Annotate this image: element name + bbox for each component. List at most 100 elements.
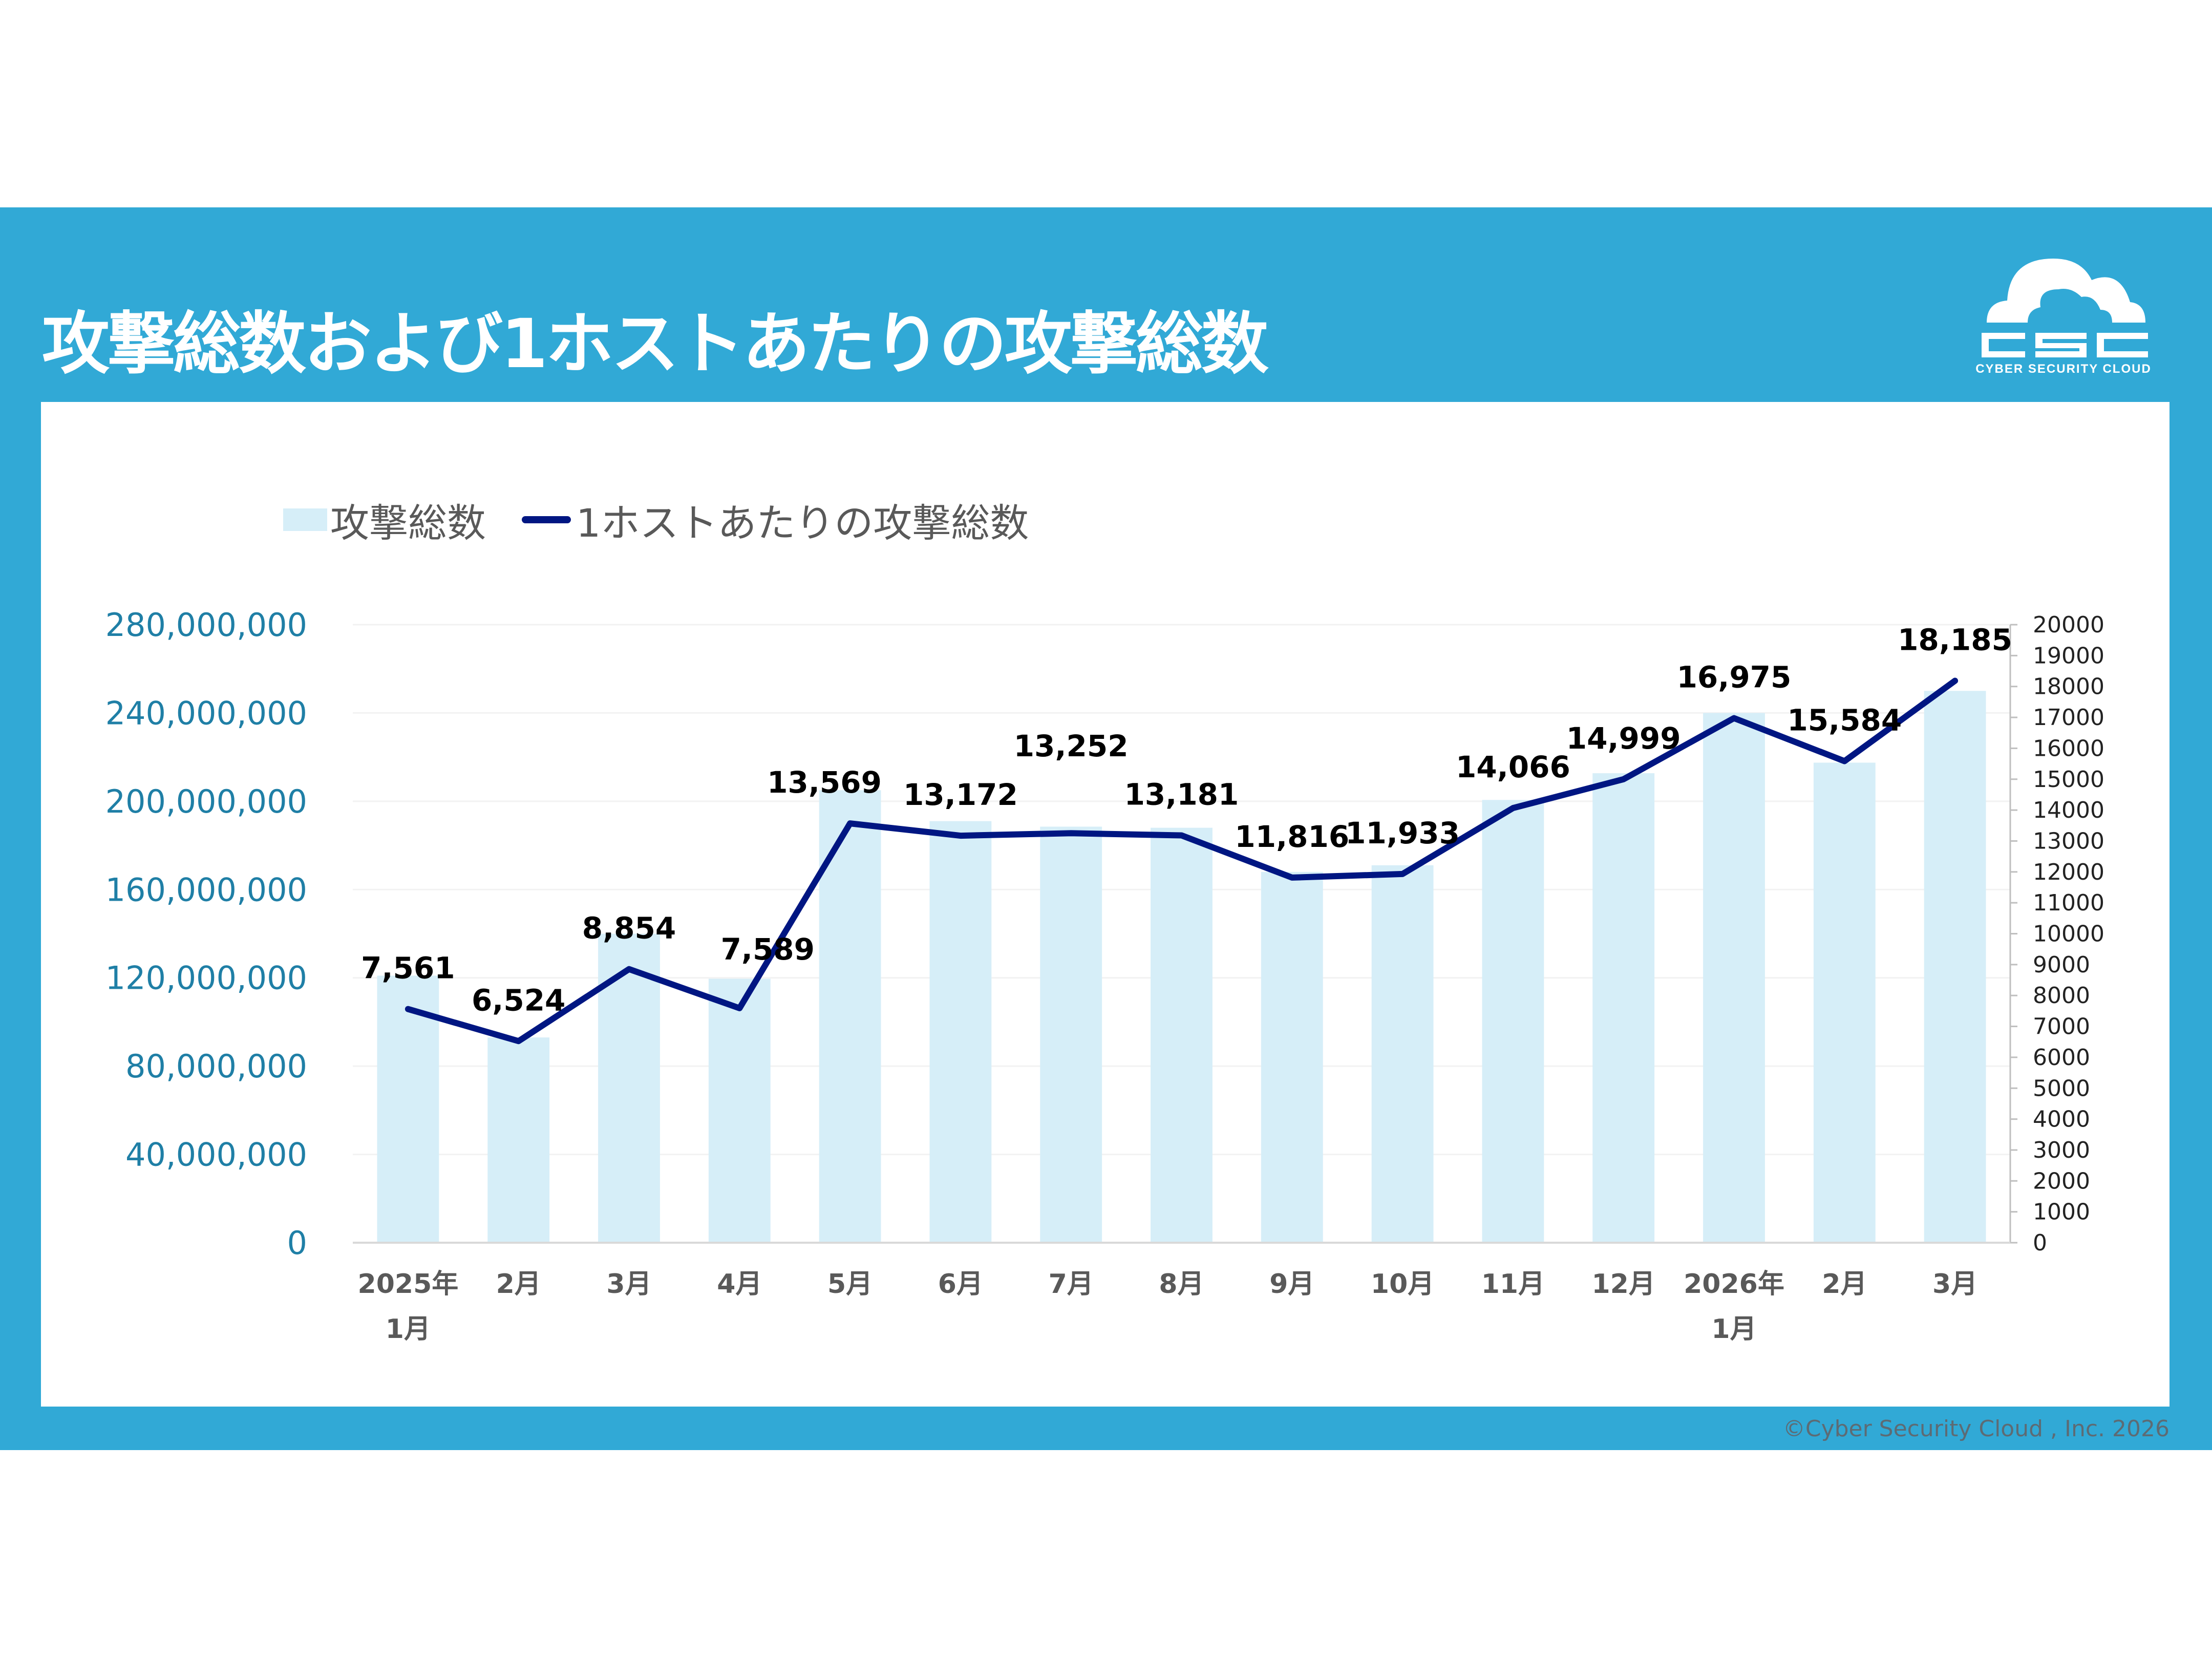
- x-axis-tick-label: 11月: [1481, 1269, 1545, 1300]
- line-point: [1954, 680, 1956, 682]
- right-axis-tick-label: 6000: [2033, 1045, 2090, 1071]
- data-label: 11,933: [1345, 816, 1460, 850]
- right-axis-tick-label: 5000: [2033, 1075, 2090, 1101]
- right-axis-tick-label: 8000: [2033, 983, 2090, 1009]
- left-axis-tick-label: 280,000,000: [105, 606, 307, 644]
- bar: [487, 1037, 550, 1243]
- x-axis-tick-label: 4月: [717, 1269, 762, 1300]
- bar: [1261, 871, 1323, 1243]
- x-axis-tick-label: 1月: [1711, 1314, 1756, 1345]
- bar: [1482, 800, 1544, 1243]
- right-axis-tick-label: 15000: [2033, 767, 2104, 793]
- x-axis-tick-label: 2025年: [358, 1269, 459, 1300]
- data-label: 16,975: [1677, 660, 1792, 695]
- right-axis-tick-label: 20000: [2033, 612, 2104, 638]
- x-axis-tick-label: 6月: [938, 1269, 983, 1300]
- data-label: 15,584: [1787, 703, 1902, 738]
- line-point: [1844, 760, 1845, 762]
- left-axis-tick-label: 0: [287, 1224, 307, 1262]
- x-axis-tick-label: 3月: [606, 1269, 651, 1300]
- line-point: [518, 1040, 519, 1042]
- right-axis-tick-label: 7000: [2033, 1014, 2090, 1040]
- data-label: 13,252: [1014, 729, 1129, 763]
- logo-tagline: CYBER SECURITY CLOUD: [1975, 362, 2152, 376]
- data-label: 13,569: [767, 765, 882, 800]
- bar: [1151, 827, 1213, 1243]
- bar: [377, 975, 439, 1243]
- x-axis-tick-label: 12月: [1592, 1269, 1655, 1300]
- line-point: [1623, 778, 1624, 780]
- bar: [708, 979, 771, 1243]
- line-point: [628, 968, 630, 970]
- bar: [1703, 713, 1765, 1243]
- bar: [1813, 762, 1876, 1243]
- x-axis-tick-label: 7月: [1049, 1269, 1094, 1300]
- line-point: [1181, 835, 1182, 836]
- x-axis-tick-label: 10月: [1371, 1269, 1434, 1300]
- data-label: 6,524: [472, 983, 565, 1017]
- data-label: 13,181: [1124, 777, 1239, 812]
- line-point: [1070, 833, 1072, 834]
- cloud-logo-icon: [1982, 259, 2148, 357]
- right-axis-tick-label: 19000: [2033, 643, 2104, 669]
- right-axis-tick-label: 9000: [2033, 952, 2090, 978]
- bar: [1592, 773, 1655, 1243]
- page-title: 攻撃総数および1ホストあたりの攻撃総数: [42, 305, 1269, 384]
- legend-label-line: 1ホストあたりの攻撃総数: [576, 500, 1029, 546]
- right-axis-tick-label: 12000: [2033, 859, 2104, 885]
- x-axis-tick-label: 2026年: [1684, 1269, 1784, 1300]
- left-axis-tick-label: 40,000,000: [125, 1136, 307, 1174]
- line-point: [1512, 807, 1514, 809]
- bar: [1371, 865, 1434, 1243]
- right-axis-tick-label: 14000: [2033, 797, 2104, 823]
- x-axis-tick-label: 1月: [386, 1314, 431, 1345]
- right-axis-tick-label: 1000: [2033, 1199, 2090, 1225]
- data-label: 14,999: [1566, 721, 1681, 756]
- legend-line-swatch: [522, 516, 571, 523]
- right-axis-tick-label: 2000: [2033, 1168, 2090, 1194]
- x-axis-tick-label: 9月: [1269, 1269, 1314, 1300]
- left-axis-tick-label: 120,000,000: [105, 960, 307, 997]
- data-label: 7,589: [721, 932, 815, 967]
- right-axis-tick-label: 4000: [2033, 1107, 2090, 1133]
- data-label: 11,816: [1235, 819, 1349, 854]
- x-axis-tick-label: 3月: [1932, 1269, 1977, 1300]
- x-axis-tick-label: 2月: [1822, 1269, 1867, 1300]
- line-point: [1291, 877, 1293, 878]
- left-axis-tick-label: 160,000,000: [105, 871, 307, 908]
- legend: 攻撃総数 1ホストあたりの攻撃総数: [283, 492, 1029, 548]
- line-point: [407, 1008, 409, 1010]
- line-point: [1733, 717, 1735, 719]
- x-axis-tick-label: 8月: [1159, 1269, 1204, 1300]
- left-axis-tick-label: 80,000,000: [125, 1048, 307, 1085]
- right-axis-tick-label: 10000: [2033, 921, 2104, 947]
- right-axis-tick-label: 13000: [2033, 828, 2104, 854]
- data-label: 18,185: [1898, 623, 2012, 657]
- right-axis-tick-label: 3000: [2033, 1137, 2090, 1163]
- x-axis-tick-label: 5月: [827, 1269, 873, 1300]
- bar: [1040, 826, 1102, 1243]
- data-label: 14,066: [1456, 750, 1570, 784]
- right-axis-tick-label: 16000: [2033, 735, 2104, 761]
- line-point: [849, 823, 851, 824]
- bar: [819, 790, 881, 1243]
- data-label: 7,561: [361, 951, 455, 986]
- csc-logo: CYBER SECURITY CLOUD: [1966, 243, 2161, 381]
- right-axis-tick-label: 17000: [2033, 705, 2104, 731]
- left-axis-tick-label: 200,000,000: [105, 783, 307, 820]
- line-point: [1402, 873, 1403, 875]
- line-point: [739, 1008, 740, 1009]
- bar: [1924, 691, 1986, 1243]
- bar: [929, 821, 992, 1243]
- data-label: 13,172: [903, 777, 1018, 812]
- right-axis-tick-label: 18000: [2033, 674, 2104, 700]
- legend-bar-swatch: [283, 508, 327, 531]
- left-axis-tick-label: 240,000,000: [105, 694, 307, 732]
- copyright: ©Cyber Security Cloud , Inc. 2026: [1782, 1416, 2170, 1442]
- right-axis-tick-label: 0: [2033, 1230, 2047, 1256]
- x-axis-tick-label: 2月: [496, 1269, 541, 1300]
- data-label: 8,854: [582, 911, 676, 946]
- right-axis-tick-label: 11000: [2033, 890, 2104, 916]
- legend-label-bars: 攻撃総数: [330, 500, 486, 546]
